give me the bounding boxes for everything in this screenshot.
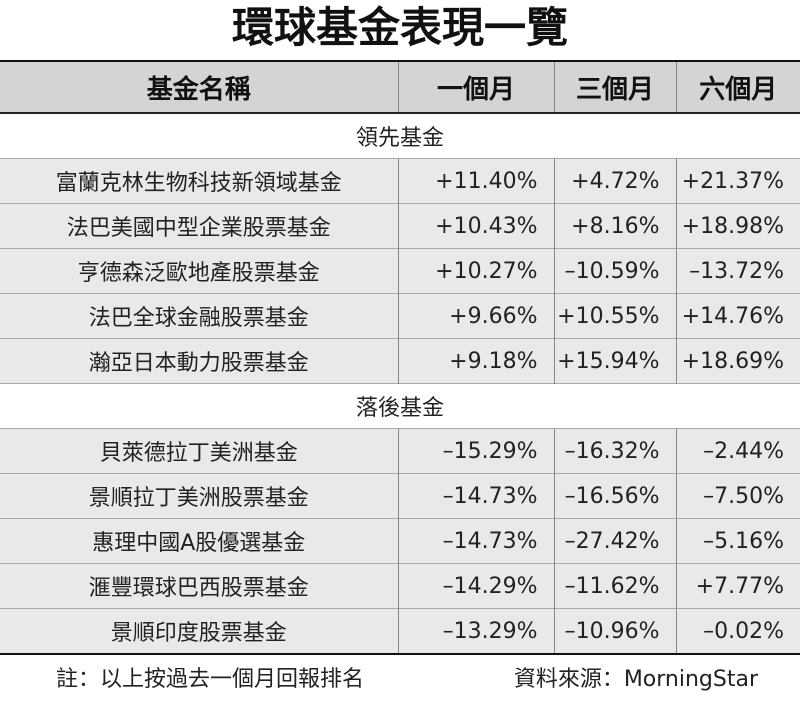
fund-name-cell: 貝萊德拉丁美洲基金 [0, 428, 398, 474]
one-month-cell: +10.43% [397, 203, 554, 249]
footer: 註：以上按過去一個月回報排名 資料來源：MorningStar [0, 655, 800, 695]
table-row: 法巴全球金融股票基金 +9.66% +10.55% +14.76% [0, 293, 800, 339]
three-month-cell: –10.96% [553, 608, 676, 653]
header-six-month: 六個月 [675, 62, 800, 114]
one-month-cell: –14.73% [397, 473, 554, 519]
section-row: 落後基金 [0, 383, 800, 429]
table-row: 富蘭克林生物科技新領域基金 +11.40% +4.72% +21.37% [0, 158, 800, 204]
fund-name-cell: 惠理中國A股優選基金 [0, 518, 398, 564]
six-month-cell: +21.37% [675, 158, 800, 204]
section-label: 落後基金 [0, 383, 800, 429]
fund-performance-table: 基金名稱 一個月 三個月 六個月 領先基金 富蘭克林生物科技新領域基金 +11.40… [0, 62, 800, 653]
three-month-cell: –27.42% [553, 518, 676, 564]
fund-name-cell: 滙豐環球巴西股票基金 [0, 563, 398, 609]
six-month-cell: +14.76% [675, 293, 800, 339]
three-month-cell: –16.56% [553, 473, 676, 519]
fund-name-cell: 法巴美國中型企業股票基金 [0, 203, 398, 249]
three-month-cell: +10.55% [553, 293, 676, 339]
fund-name-cell: 富蘭克林生物科技新領域基金 [0, 158, 398, 204]
three-month-cell: +8.16% [553, 203, 676, 249]
six-month-cell: –0.02% [675, 608, 800, 653]
six-month-cell: –5.16% [675, 518, 800, 564]
three-month-cell: –10.59% [553, 248, 676, 294]
six-month-cell: –7.50% [675, 473, 800, 519]
six-month-cell: +18.69% [675, 338, 800, 384]
one-month-cell: –14.73% [397, 518, 554, 564]
one-month-cell: –15.29% [397, 428, 554, 474]
table-row: 滙豐環球巴西股票基金 –14.29% –11.62% +7.77% [0, 563, 800, 609]
header-three-month: 三個月 [553, 62, 676, 114]
six-month-cell: –2.44% [675, 428, 800, 474]
three-month-cell: –16.32% [553, 428, 676, 474]
header-fund-name: 基金名稱 [0, 62, 398, 114]
ranking-note: 註：以上按過去一個月回報排名 [56, 667, 365, 692]
fund-name-cell: 景順印度股票基金 [0, 608, 398, 653]
bottom-rule [0, 653, 800, 655]
table-row: 景順印度股票基金 –13.29% –10.96% –0.02% [0, 608, 800, 653]
section-label: 領先基金 [0, 112, 800, 159]
one-month-cell: +9.66% [397, 293, 554, 339]
one-month-cell: –13.29% [397, 608, 554, 653]
header-row: 基金名稱 一個月 三個月 六個月 [0, 62, 800, 114]
one-month-cell: –14.29% [397, 563, 554, 609]
fund-name-cell: 法巴全球金融股票基金 [0, 293, 398, 339]
fund-name-cell: 瀚亞日本動力股票基金 [0, 338, 398, 384]
one-month-cell: +11.40% [397, 158, 554, 204]
table-row: 瀚亞日本動力股票基金 +9.18% +15.94% +18.69% [0, 338, 800, 384]
one-month-cell: +9.18% [397, 338, 554, 384]
page-title: 環球基金表現一覽 [231, 3, 568, 52]
section-row: 領先基金 [0, 112, 800, 159]
table-row: 景順拉丁美洲股票基金 –14.73% –16.56% –7.50% [0, 473, 800, 519]
fund-name-cell: 亨德森泛歐地產股票基金 [0, 248, 398, 294]
table-row: 法巴美國中型企業股票基金 +10.43% +8.16% +18.98% [0, 203, 800, 249]
top-rule [0, 60, 800, 62]
three-month-cell: +4.72% [553, 158, 676, 204]
header-one-month: 一個月 [397, 62, 554, 114]
data-source: 資料來源：MorningStar [513, 667, 758, 692]
three-month-cell: +15.94% [553, 338, 676, 384]
three-month-cell: –11.62% [553, 563, 676, 609]
one-month-cell: +10.27% [397, 248, 554, 294]
six-month-cell: +7.77% [675, 563, 800, 609]
fund-name-cell: 景順拉丁美洲股票基金 [0, 473, 398, 519]
six-month-cell: –13.72% [675, 248, 800, 294]
table-row: 亨德森泛歐地產股票基金 +10.27% –10.59% –13.72% [0, 248, 800, 294]
table-row: 貝萊德拉丁美洲基金 –15.29% –16.32% –2.44% [0, 428, 800, 474]
six-month-cell: +18.98% [675, 203, 800, 249]
table-row: 惠理中國A股優選基金 –14.73% –27.42% –5.16% [0, 518, 800, 564]
